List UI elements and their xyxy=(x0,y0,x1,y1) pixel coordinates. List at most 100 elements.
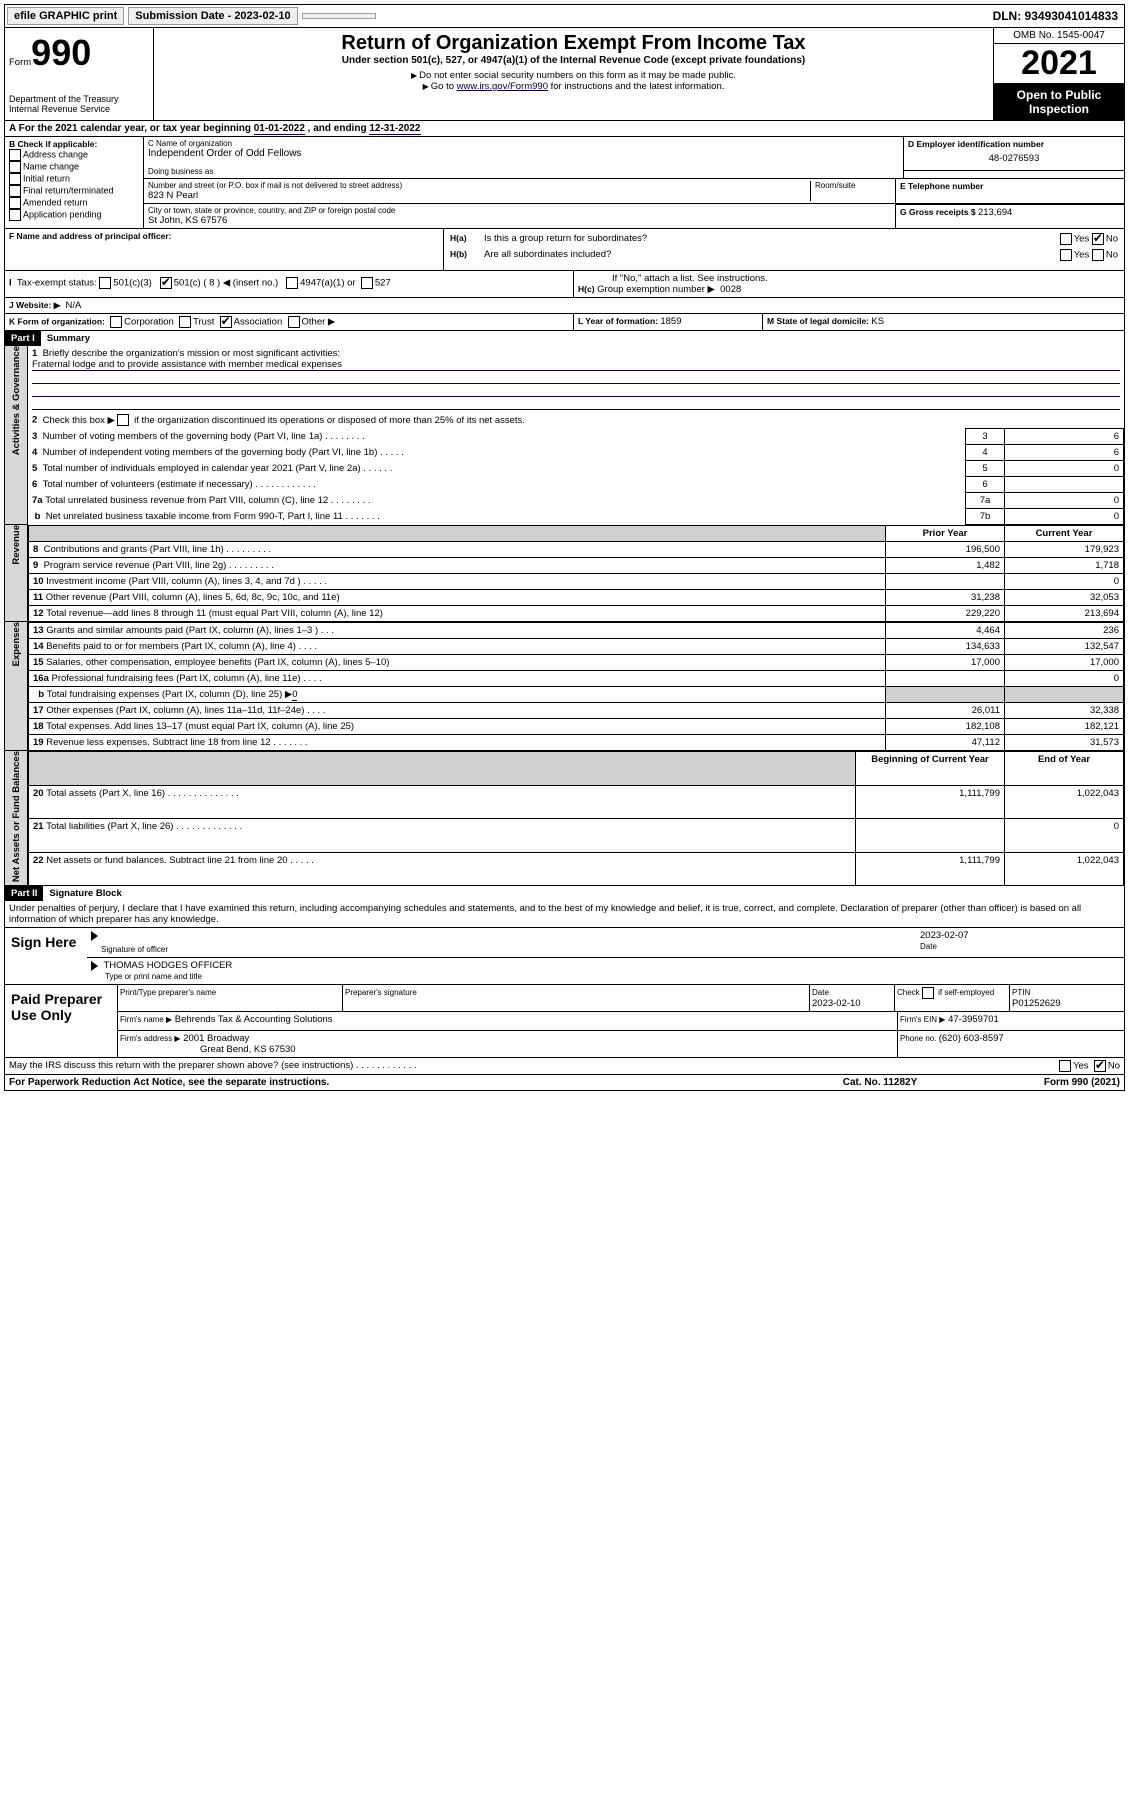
form-number: 990 xyxy=(31,32,91,73)
l16a-c: 0 xyxy=(1005,671,1124,687)
col-c: C Name of organization Independent Order… xyxy=(144,137,1124,228)
ein-val: 48-0276593 xyxy=(908,149,1120,168)
discuss-no: No xyxy=(1108,1061,1120,1072)
blank-button[interactable] xyxy=(302,13,376,19)
discuss-yes-cb[interactable] xyxy=(1059,1060,1071,1072)
501c-cb[interactable] xyxy=(160,277,172,289)
527-cb[interactable] xyxy=(361,277,373,289)
discuss-no-cb[interactable] xyxy=(1094,1060,1106,1072)
prior-hdr: Prior Year xyxy=(886,526,1005,542)
officer-lbl: F Name and address of principal officer: xyxy=(9,231,171,241)
part2-title: Signature Block xyxy=(43,886,127,901)
room-lbl: Room/suite xyxy=(815,181,895,190)
org-name: Independent Order of Odd Fellows xyxy=(148,148,903,159)
l22-c: 1,022,043 xyxy=(1005,852,1124,886)
amended-cb[interactable] xyxy=(9,197,21,209)
l9-t: Program service revenue (Part VIII, line… xyxy=(44,560,274,571)
initial-cb[interactable] xyxy=(9,173,21,185)
l20-t: Total assets (Part X, line 16) . . . . .… xyxy=(46,788,239,799)
firm-ein-lbl: Firm's EIN ▶ xyxy=(900,1015,945,1024)
trust-lbl: Trust xyxy=(193,317,214,328)
top-bar: efile GRAPHIC print Submission Date - 20… xyxy=(5,5,1124,28)
hb-no-cb[interactable] xyxy=(1092,249,1104,261)
assoc-lbl: Association xyxy=(234,317,283,328)
hb-yes-cb[interactable] xyxy=(1060,249,1072,261)
l18-t: Total expenses. Add lines 13–17 (must eq… xyxy=(46,721,354,732)
final-cb[interactable] xyxy=(9,185,21,197)
other-cb[interactable] xyxy=(288,316,300,328)
q2-text: Check this box ▶ if the organization dis… xyxy=(43,415,525,426)
l10-c: 0 xyxy=(1005,574,1124,590)
open-public: Open to Public Inspection xyxy=(994,84,1124,120)
l7a-v: 0 xyxy=(1005,493,1124,509)
side-netassets: Net Assets or Fund Balances xyxy=(11,751,22,882)
l14-c: 132,547 xyxy=(1005,639,1124,655)
irs-link[interactable]: www.irs.gov/Form990 xyxy=(457,81,548,92)
l12-p: 229,220 xyxy=(886,606,1005,622)
declaration: Under penalties of perjury, I declare th… xyxy=(5,901,1124,928)
addr-change-cb[interactable] xyxy=(9,149,21,161)
l5-n: 5 xyxy=(966,461,1005,477)
name-change-cb[interactable] xyxy=(9,161,21,173)
summary-block: Activities & Governance 1 Briefly descri… xyxy=(5,346,1124,525)
submission-date-button[interactable]: Submission Date - 2023-02-10 xyxy=(128,7,297,25)
side-expenses: Expenses xyxy=(11,622,22,666)
l7a-t: Total unrelated business revenue from Pa… xyxy=(45,495,370,506)
part2-badge: Part II xyxy=(5,886,43,901)
trust-cb[interactable] xyxy=(179,316,191,328)
l21-p xyxy=(856,819,1005,853)
gross-val: 213,694 xyxy=(978,207,1012,218)
form-ref: Form 990 (2021) xyxy=(980,1077,1120,1088)
website-lbl: J Website: ▶ xyxy=(9,300,60,310)
footer: For Paperwork Reduction Act Notice, see … xyxy=(5,1075,1124,1090)
expenses-block: Expenses 13 Grants and similar amounts p… xyxy=(5,622,1124,751)
l22-p: 1,111,799 xyxy=(856,852,1005,886)
corp-cb[interactable] xyxy=(110,316,122,328)
app-pending-cb[interactable] xyxy=(9,209,21,221)
row-klm: K Form of organization: Corporation Trus… xyxy=(5,314,1124,331)
end-hdr: End of Year xyxy=(1005,752,1124,786)
l4-t: Number of independent voting members of … xyxy=(43,447,404,458)
sig-name-lbl: Type or print name and title xyxy=(105,972,202,981)
l17-c: 32,338 xyxy=(1005,703,1124,719)
l4-n: 4 xyxy=(966,445,1005,461)
l11-t: Other revenue (Part VIII, column (A), li… xyxy=(46,592,340,603)
name-arrow-icon xyxy=(91,961,98,971)
l18-p: 182,108 xyxy=(886,719,1005,735)
subtitle: Under section 501(c), 527, or 4947(a)(1)… xyxy=(158,55,989,66)
501c3-cb[interactable] xyxy=(99,277,111,289)
l9-c: 1,718 xyxy=(1005,558,1124,574)
ha-yes: Yes xyxy=(1074,234,1090,245)
ha-no-cb[interactable] xyxy=(1092,233,1104,245)
note2-post: for instructions and the latest informat… xyxy=(548,81,724,92)
l21-t: Total liabilities (Part X, line 26) . . … xyxy=(46,821,242,832)
l9-p: 1,482 xyxy=(886,558,1005,574)
col-b: B Check if applicable: Address change Na… xyxy=(5,137,144,228)
officer-val xyxy=(9,242,439,268)
assoc-cb[interactable] xyxy=(220,316,232,328)
paid-hdr: Paid Preparer Use Only xyxy=(5,985,117,1057)
l16a-p xyxy=(886,671,1005,687)
rowa-pre: A For the 2021 calendar year, or tax yea… xyxy=(9,123,254,134)
l5-v: 0 xyxy=(1005,461,1124,477)
exp-table: 13 Grants and similar amounts paid (Part… xyxy=(28,622,1124,751)
side-revenue: Revenue xyxy=(11,525,22,565)
hc-lbl: Group exemption number ▶ xyxy=(597,284,715,295)
cat-no: Cat. No. 11282Y xyxy=(780,1077,980,1088)
self-emp-cb[interactable] xyxy=(922,987,934,999)
mission-text: Fraternal lodge and to provide assistanc… xyxy=(32,359,1120,371)
discuss-row: May the IRS discuss this return with the… xyxy=(5,1058,1124,1075)
firm-addr-lbl: Firm's address ▶ xyxy=(120,1034,181,1043)
prep-name-lbl: Print/Type preparer's name xyxy=(120,988,216,997)
l7b-v: 0 xyxy=(1005,509,1124,525)
l14-p: 134,633 xyxy=(886,639,1005,655)
ha-yes-cb[interactable] xyxy=(1060,233,1072,245)
ptin-lbl: PTIN xyxy=(1012,988,1030,997)
l8-p: 196,500 xyxy=(886,542,1005,558)
l22-t: Net assets or fund balances. Subtract li… xyxy=(46,855,314,866)
efile-button[interactable]: efile GRAPHIC print xyxy=(7,7,124,25)
discuss-q: May the IRS discuss this return with the… xyxy=(9,1060,417,1071)
l17-p: 26,011 xyxy=(886,703,1005,719)
q2-cb[interactable] xyxy=(117,414,129,426)
4947-cb[interactable] xyxy=(286,277,298,289)
